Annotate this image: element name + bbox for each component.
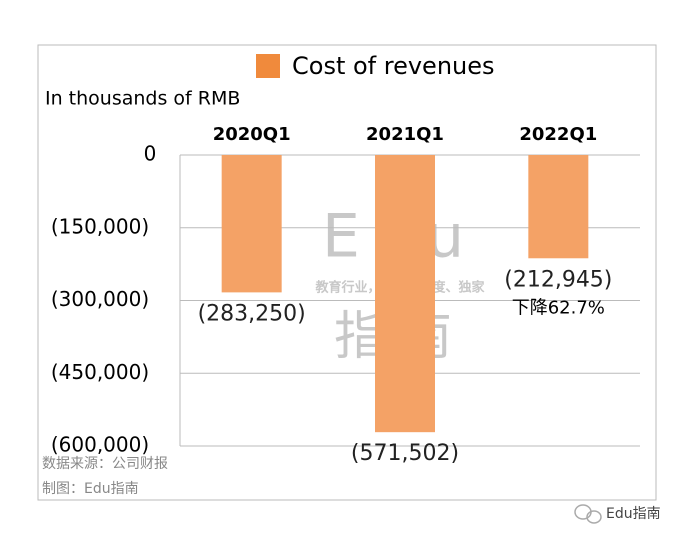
x-tick-label: 2020Q1 <box>213 124 291 145</box>
source-text: 制图：Edu指南 <box>42 481 139 497</box>
value-label: (212,945) <box>504 267 612 292</box>
annotation: 下降62.7% <box>512 297 605 318</box>
x-tick-label: 2022Q1 <box>519 124 597 145</box>
y-tick-label: (300,000) <box>51 287 149 311</box>
y-tick-label: (600,000) <box>51 433 149 457</box>
y-tick-label: (150,000) <box>51 214 149 238</box>
source-text: 数据来源：公司财报 <box>42 456 168 472</box>
x-tick-label: 2021Q1 <box>366 124 444 145</box>
brand-text: Edu指南 <box>606 506 661 522</box>
bar <box>221 155 282 293</box>
value-label: (283,250) <box>198 301 306 326</box>
y-tick-label: (450,000) <box>51 360 149 384</box>
bar <box>375 155 435 433</box>
unit-label: In thousands of RMB <box>45 88 240 110</box>
brand-icon <box>574 504 602 524</box>
bar <box>528 155 589 259</box>
value-label: (571,502) <box>351 441 459 466</box>
legend-swatch <box>256 54 280 78</box>
y-tick-label: 0 <box>144 142 157 166</box>
legend-label: Cost of revenues <box>292 52 495 80</box>
chart-frame <box>37 44 657 501</box>
